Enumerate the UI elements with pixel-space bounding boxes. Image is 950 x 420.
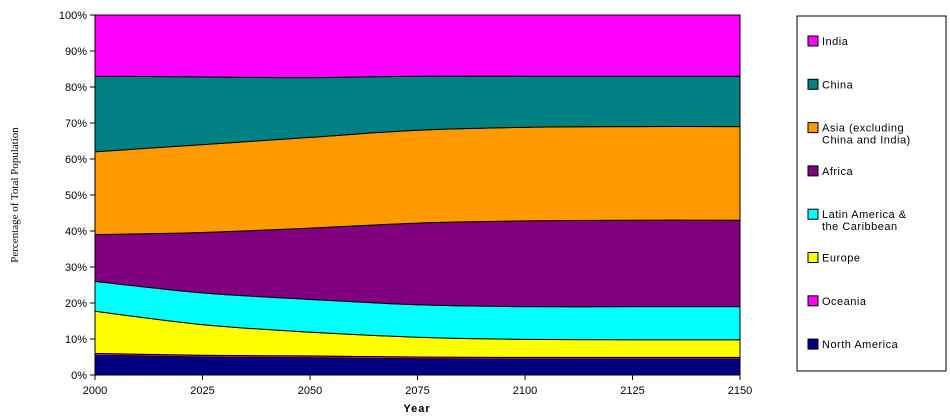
x-axis: 2000 2025 2050 2075 2100 2125 2150 — [83, 375, 752, 397]
y-axis: 0% 10% 20% 30% 40% 50% 60% 70% 80% 90% 100% — [59, 10, 95, 382]
x-tick-label: 2000 — [83, 385, 107, 397]
x-tick-label: 2025 — [190, 385, 214, 397]
legend-label: China — [822, 79, 854, 91]
legend-label: Europe — [822, 253, 860, 265]
legend-label: Asia (excluding China and India) — [822, 123, 911, 147]
legend-item-north-america: North America — [807, 338, 899, 351]
legend-item-oceania: Oceania — [807, 295, 867, 308]
y-tick-label: 20% — [65, 298, 87, 310]
x-axis-title: Year — [403, 403, 430, 415]
y-axis-title: Percentage of Total Population — [9, 127, 21, 263]
y-tick-label: 90% — [65, 46, 87, 58]
legend-label: North America — [822, 339, 899, 351]
legend-label: Latin America & the Caribbean — [822, 209, 907, 233]
legend-box — [796, 15, 947, 372]
y-tick-label: 80% — [65, 82, 87, 94]
legend-swatch — [807, 122, 819, 134]
legend-item-latin-america-the-caribbean: Latin America & the Caribbean — [807, 208, 907, 233]
y-tick-label: 50% — [65, 190, 87, 202]
legend-label: India — [822, 36, 849, 48]
legend-swatch — [807, 35, 819, 47]
legend-label: Africa — [822, 166, 854, 178]
legend-swatch — [807, 165, 819, 177]
legend: India China Asia (excluding China and India… — [807, 35, 911, 351]
legend-swatch — [807, 78, 819, 90]
legend-swatch — [807, 208, 819, 220]
area-india — [94, 14, 741, 79]
legend-item-india: India — [807, 35, 849, 48]
area-series-group — [94, 14, 741, 376]
x-tick-label: 2075 — [405, 385, 429, 397]
legend-item-africa: Africa — [807, 165, 854, 178]
x-tick-label: 2100 — [513, 385, 537, 397]
legend-label: Oceania — [822, 296, 867, 308]
x-tick-label: 2150 — [728, 385, 752, 397]
legend-swatch — [807, 338, 819, 350]
y-tick-label: 40% — [65, 226, 87, 238]
legend-item-asia-excluding-china-and-india: Asia (excluding China and India) — [807, 122, 911, 147]
y-tick-label: 0% — [71, 370, 87, 382]
y-tick-label: 30% — [65, 262, 87, 274]
y-tick-label: 60% — [65, 154, 87, 166]
x-tick-label: 2125 — [620, 385, 644, 397]
y-tick-label: 70% — [65, 118, 87, 130]
x-tick-label: 2050 — [298, 385, 322, 397]
legend-swatch — [807, 295, 819, 307]
y-tick-label: 10% — [65, 334, 87, 346]
legend-item-europe: Europe — [807, 252, 860, 265]
y-tick-label: 100% — [59, 10, 87, 22]
legend-item-china: China — [807, 78, 854, 91]
legend-swatch — [807, 252, 819, 263]
